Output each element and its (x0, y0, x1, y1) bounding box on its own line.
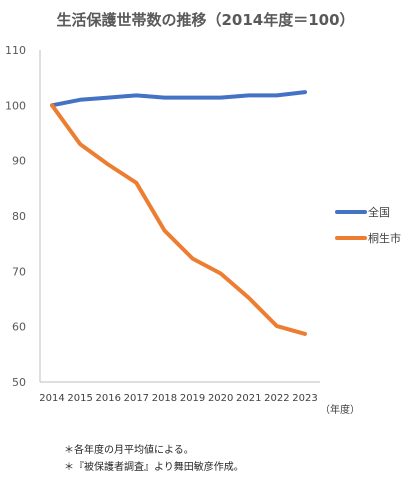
x-tick-label: 2019 (180, 393, 205, 404)
series-line-0 (50, 90, 307, 108)
legend-label-1: 桐生市 (368, 231, 401, 245)
legend-label-0: 全国 (368, 205, 390, 219)
footnote-2: ＊『被保護者調査』より舞田敏彦作成。 (64, 462, 244, 473)
x-tick-label: 2015 (67, 393, 92, 404)
footnote-1: ＊各年度の月平均値による。 (64, 445, 194, 456)
x-axis-unit-label: （年度） (320, 403, 360, 416)
y-tick-label: 80 (12, 210, 26, 223)
x-tick-label: 2020 (208, 393, 233, 404)
x-tick-label: 2014 (39, 393, 64, 404)
y-tick-label: 50 (12, 376, 26, 389)
y-tick-label: 70 (12, 265, 26, 278)
x-tick-label: 2018 (152, 393, 177, 404)
y-tick-label: 90 (12, 155, 26, 168)
x-tick-label: 2017 (124, 393, 149, 404)
y-tick-label: 110 (5, 44, 26, 57)
y-tick-label: 60 (12, 321, 26, 334)
x-tick-label: 2021 (236, 393, 261, 404)
x-tick-label: 2023 (292, 393, 317, 404)
y-tick-label: 100 (5, 99, 26, 112)
x-tick-label: 2016 (95, 393, 120, 404)
x-tick-label: 2022 (264, 393, 289, 404)
chart-title: 生活保護世帯数の推移（2014年度＝100） (56, 11, 355, 29)
series-line-1 (50, 103, 307, 336)
